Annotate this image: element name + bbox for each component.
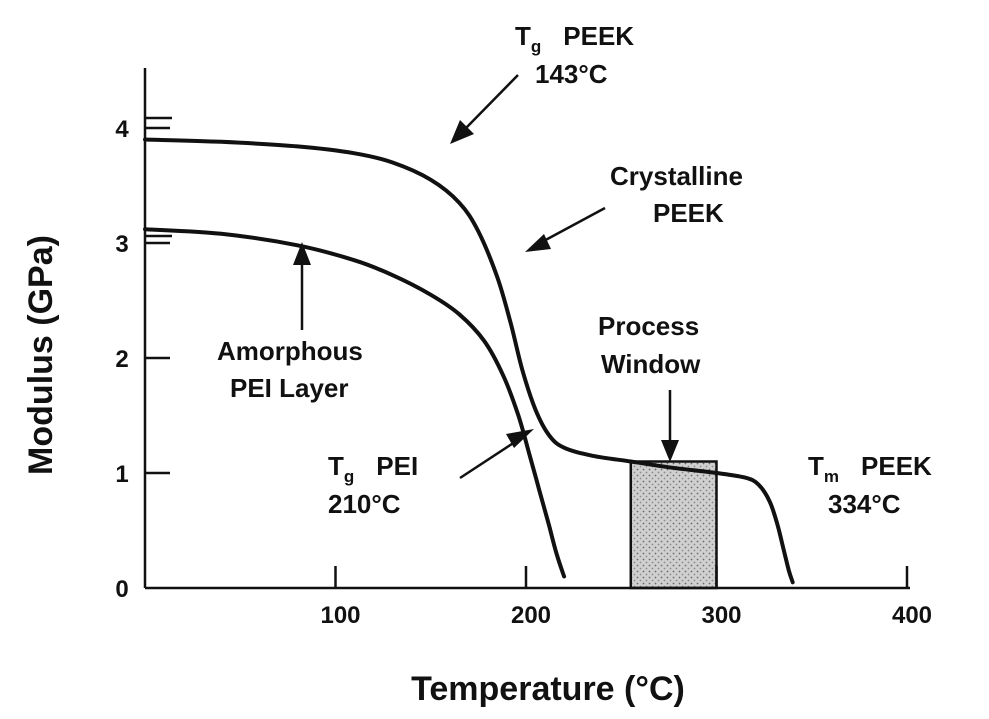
tg-peek-subscript: g <box>531 37 541 56</box>
tm-peek-temp: 334°C <box>828 489 901 519</box>
x-tick-label: 300 <box>701 602 741 629</box>
x-ticks: 100 200 300 400 <box>320 566 932 629</box>
x-tick-label: 200 <box>511 602 551 629</box>
x-tick-label: 400 <box>892 602 932 629</box>
annotation-process-window: Process Window <box>598 311 701 462</box>
amorphous-pei-curve <box>143 227 567 579</box>
tm-peek-subscript: m <box>824 467 839 486</box>
tg-peek-arrow <box>465 74 519 129</box>
amorphous-arrowhead <box>293 242 311 265</box>
annotation-tg-pei: Tg PEI 210°C <box>328 429 534 519</box>
y-tick-label: 0 <box>115 576 128 603</box>
amorphous-line2: PEI Layer <box>230 373 349 403</box>
annotation-crystalline: Crystalline PEEK <box>525 161 743 252</box>
tm-peek-t: T <box>808 451 824 481</box>
y-tick-label: 1 <box>115 461 128 488</box>
crystalline-arrowhead <box>525 234 551 252</box>
crystalline-line1: Crystalline <box>610 161 743 191</box>
tg-peek-t: T <box>515 21 531 51</box>
annotation-amorphous: Amorphous PEI Layer <box>217 242 363 403</box>
x-tick-label: 100 <box>320 602 360 629</box>
crystalline-peek-curve <box>143 137 795 585</box>
annotation-tg-peek: Tg PEEK 143°C <box>450 21 634 144</box>
process-window-region <box>629 460 718 590</box>
tg-peek-temp: 143°C <box>535 59 608 89</box>
tg-pei-polymer: PEI <box>376 451 418 481</box>
tg-pei-arrow <box>459 438 519 480</box>
y-ticks: 0 1 2 3 4 <box>115 116 170 603</box>
annotation-tm-peek: Tm PEEK 334°C <box>808 451 932 519</box>
tm-peek-polymer: PEEK <box>861 451 932 481</box>
y-tick-label: 3 <box>115 231 128 258</box>
y-tick-label: 2 <box>115 346 128 373</box>
tg-pei-subscript: g <box>344 467 354 486</box>
tg-peek-polymer: PEEK <box>563 21 634 51</box>
tg-pei-arrowhead <box>506 429 534 448</box>
process-window-line2: Window <box>601 349 701 379</box>
crystalline-arrow <box>539 206 606 245</box>
process-window-line1: Process <box>598 311 699 341</box>
process-window-arrowhead <box>661 440 679 462</box>
y-tick-label: 4 <box>115 116 129 143</box>
x-axis-title: Temperature (°C) <box>411 670 685 708</box>
tg-pei-temp: 210°C <box>328 489 401 519</box>
crystalline-line2: PEEK <box>653 198 724 228</box>
tg-pei-t: T <box>328 451 344 481</box>
y-axis-title: Modulus (GPa) <box>22 235 60 475</box>
amorphous-line1: Amorphous <box>217 336 363 366</box>
tg-peek-arrowhead <box>450 120 474 144</box>
